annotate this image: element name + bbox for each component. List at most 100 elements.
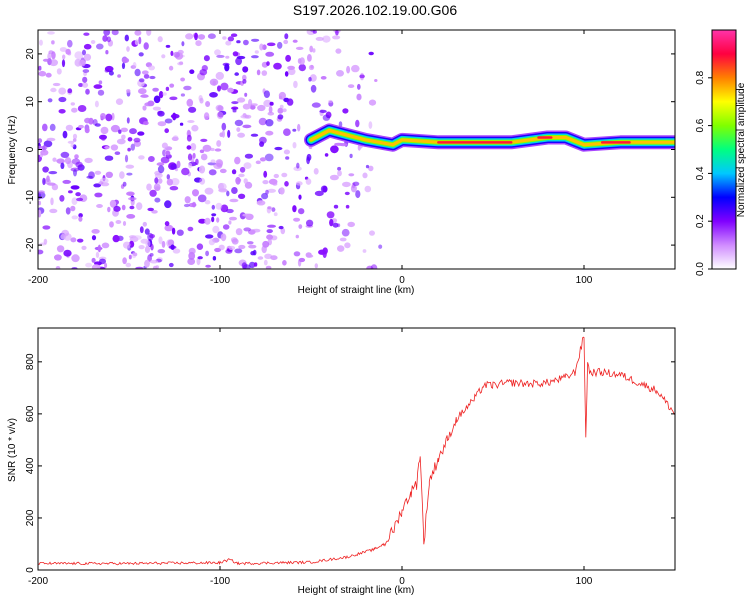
noise-speck (58, 96, 67, 103)
noise-speck (98, 80, 103, 85)
noise-speck (205, 264, 211, 268)
noise-speck (96, 43, 104, 50)
noise-speck (355, 119, 360, 128)
noise-speck (284, 181, 289, 187)
noise-speck (365, 164, 370, 169)
noise-speck (147, 100, 155, 107)
snr-axes: -200 -100 0 100 0 200 400 600 800 (25, 328, 675, 587)
noise-speck (38, 192, 41, 200)
noise-speck (280, 227, 286, 235)
noise-speck (119, 171, 125, 179)
colorbar-tick-label: 0.6 (695, 118, 706, 132)
noise-speck (82, 49, 86, 56)
noise-speck (56, 68, 62, 75)
noise-speck (99, 258, 106, 265)
noise-speck (187, 153, 193, 161)
noise-speck (212, 255, 217, 261)
noise-speck (143, 74, 150, 79)
noise-speck (94, 170, 102, 175)
noise-speck (143, 42, 149, 50)
noise-speck (91, 235, 97, 241)
noise-speck (147, 232, 154, 241)
noise-speck (277, 107, 284, 114)
noise-speck (344, 242, 351, 249)
noise-speck (138, 78, 145, 83)
noise-speck (59, 47, 67, 52)
noise-speck (230, 237, 238, 243)
noise-speck (262, 180, 269, 185)
noise-speck (270, 255, 278, 261)
noise-speck (158, 236, 163, 245)
noise-speck (197, 34, 206, 40)
noise-speck (197, 194, 207, 203)
noise-speck (264, 153, 274, 162)
noise-speck (251, 38, 260, 42)
noise-speck (298, 208, 305, 215)
noise-speck (38, 209, 42, 218)
noise-speck (216, 111, 224, 120)
noise-speck (266, 234, 274, 240)
noise-speck (47, 182, 56, 186)
noise-speck (38, 249, 44, 255)
noise-speck (210, 159, 216, 163)
noise-speck (77, 105, 87, 112)
noise-speck (114, 151, 121, 155)
noise-speck (228, 245, 236, 251)
noise-speck (242, 213, 251, 217)
noise-speck (273, 173, 279, 179)
noise-speck (219, 132, 224, 137)
noise-speck (111, 112, 115, 121)
noise-speck (242, 103, 251, 110)
noise-speck (74, 154, 79, 160)
noise-speck (71, 254, 80, 263)
snr-x-axis-label: Height of straight line (km) (298, 585, 415, 596)
noise-speck (295, 234, 299, 239)
noise-speck (38, 65, 42, 71)
noise-speck (139, 226, 144, 234)
noise-speck (124, 154, 129, 163)
noise-speck (279, 187, 285, 195)
noise-speck (214, 49, 221, 56)
noise-speck (267, 188, 276, 193)
noise-speck (216, 54, 225, 58)
noise-speck (65, 48, 71, 55)
noise-speck (54, 254, 62, 261)
noise-speck (100, 134, 106, 141)
noise-speck (322, 185, 328, 193)
noise-speck (42, 225, 51, 230)
colorbar-label: Normalized spectral amplitude (736, 82, 747, 217)
noise-speck (102, 35, 108, 42)
noise-speck (266, 229, 273, 234)
snr-y-tick-label: 800 (25, 353, 36, 370)
noise-speck (157, 165, 165, 174)
noise-speck (250, 133, 259, 137)
noise-speck (157, 178, 163, 184)
noise-speck (337, 170, 342, 177)
spectrogram-signal-ridge (304, 123, 675, 152)
noise-speck (237, 132, 246, 138)
noise-speck (152, 265, 158, 269)
noise-speck (72, 133, 78, 140)
noise-speck (266, 61, 270, 66)
noise-speck (350, 184, 357, 193)
noise-speck (148, 156, 155, 162)
noise-speck (128, 254, 132, 260)
noise-speck (330, 145, 339, 154)
noise-speck (71, 107, 78, 113)
noise-speck (157, 249, 166, 254)
noise-speck (59, 195, 65, 202)
noise-speck (339, 143, 348, 147)
noise-speck (378, 244, 383, 249)
noise-speck (142, 221, 147, 227)
noise-speck (259, 141, 265, 147)
noise-speck (109, 221, 114, 228)
noise-speck (368, 51, 374, 56)
noise-speck (38, 200, 42, 206)
noise-speck (157, 110, 165, 117)
noise-speck (198, 165, 206, 174)
noise-speck (212, 225, 220, 234)
noise-speck (181, 167, 190, 176)
noise-speck (362, 172, 368, 179)
noise-speck (186, 134, 192, 142)
